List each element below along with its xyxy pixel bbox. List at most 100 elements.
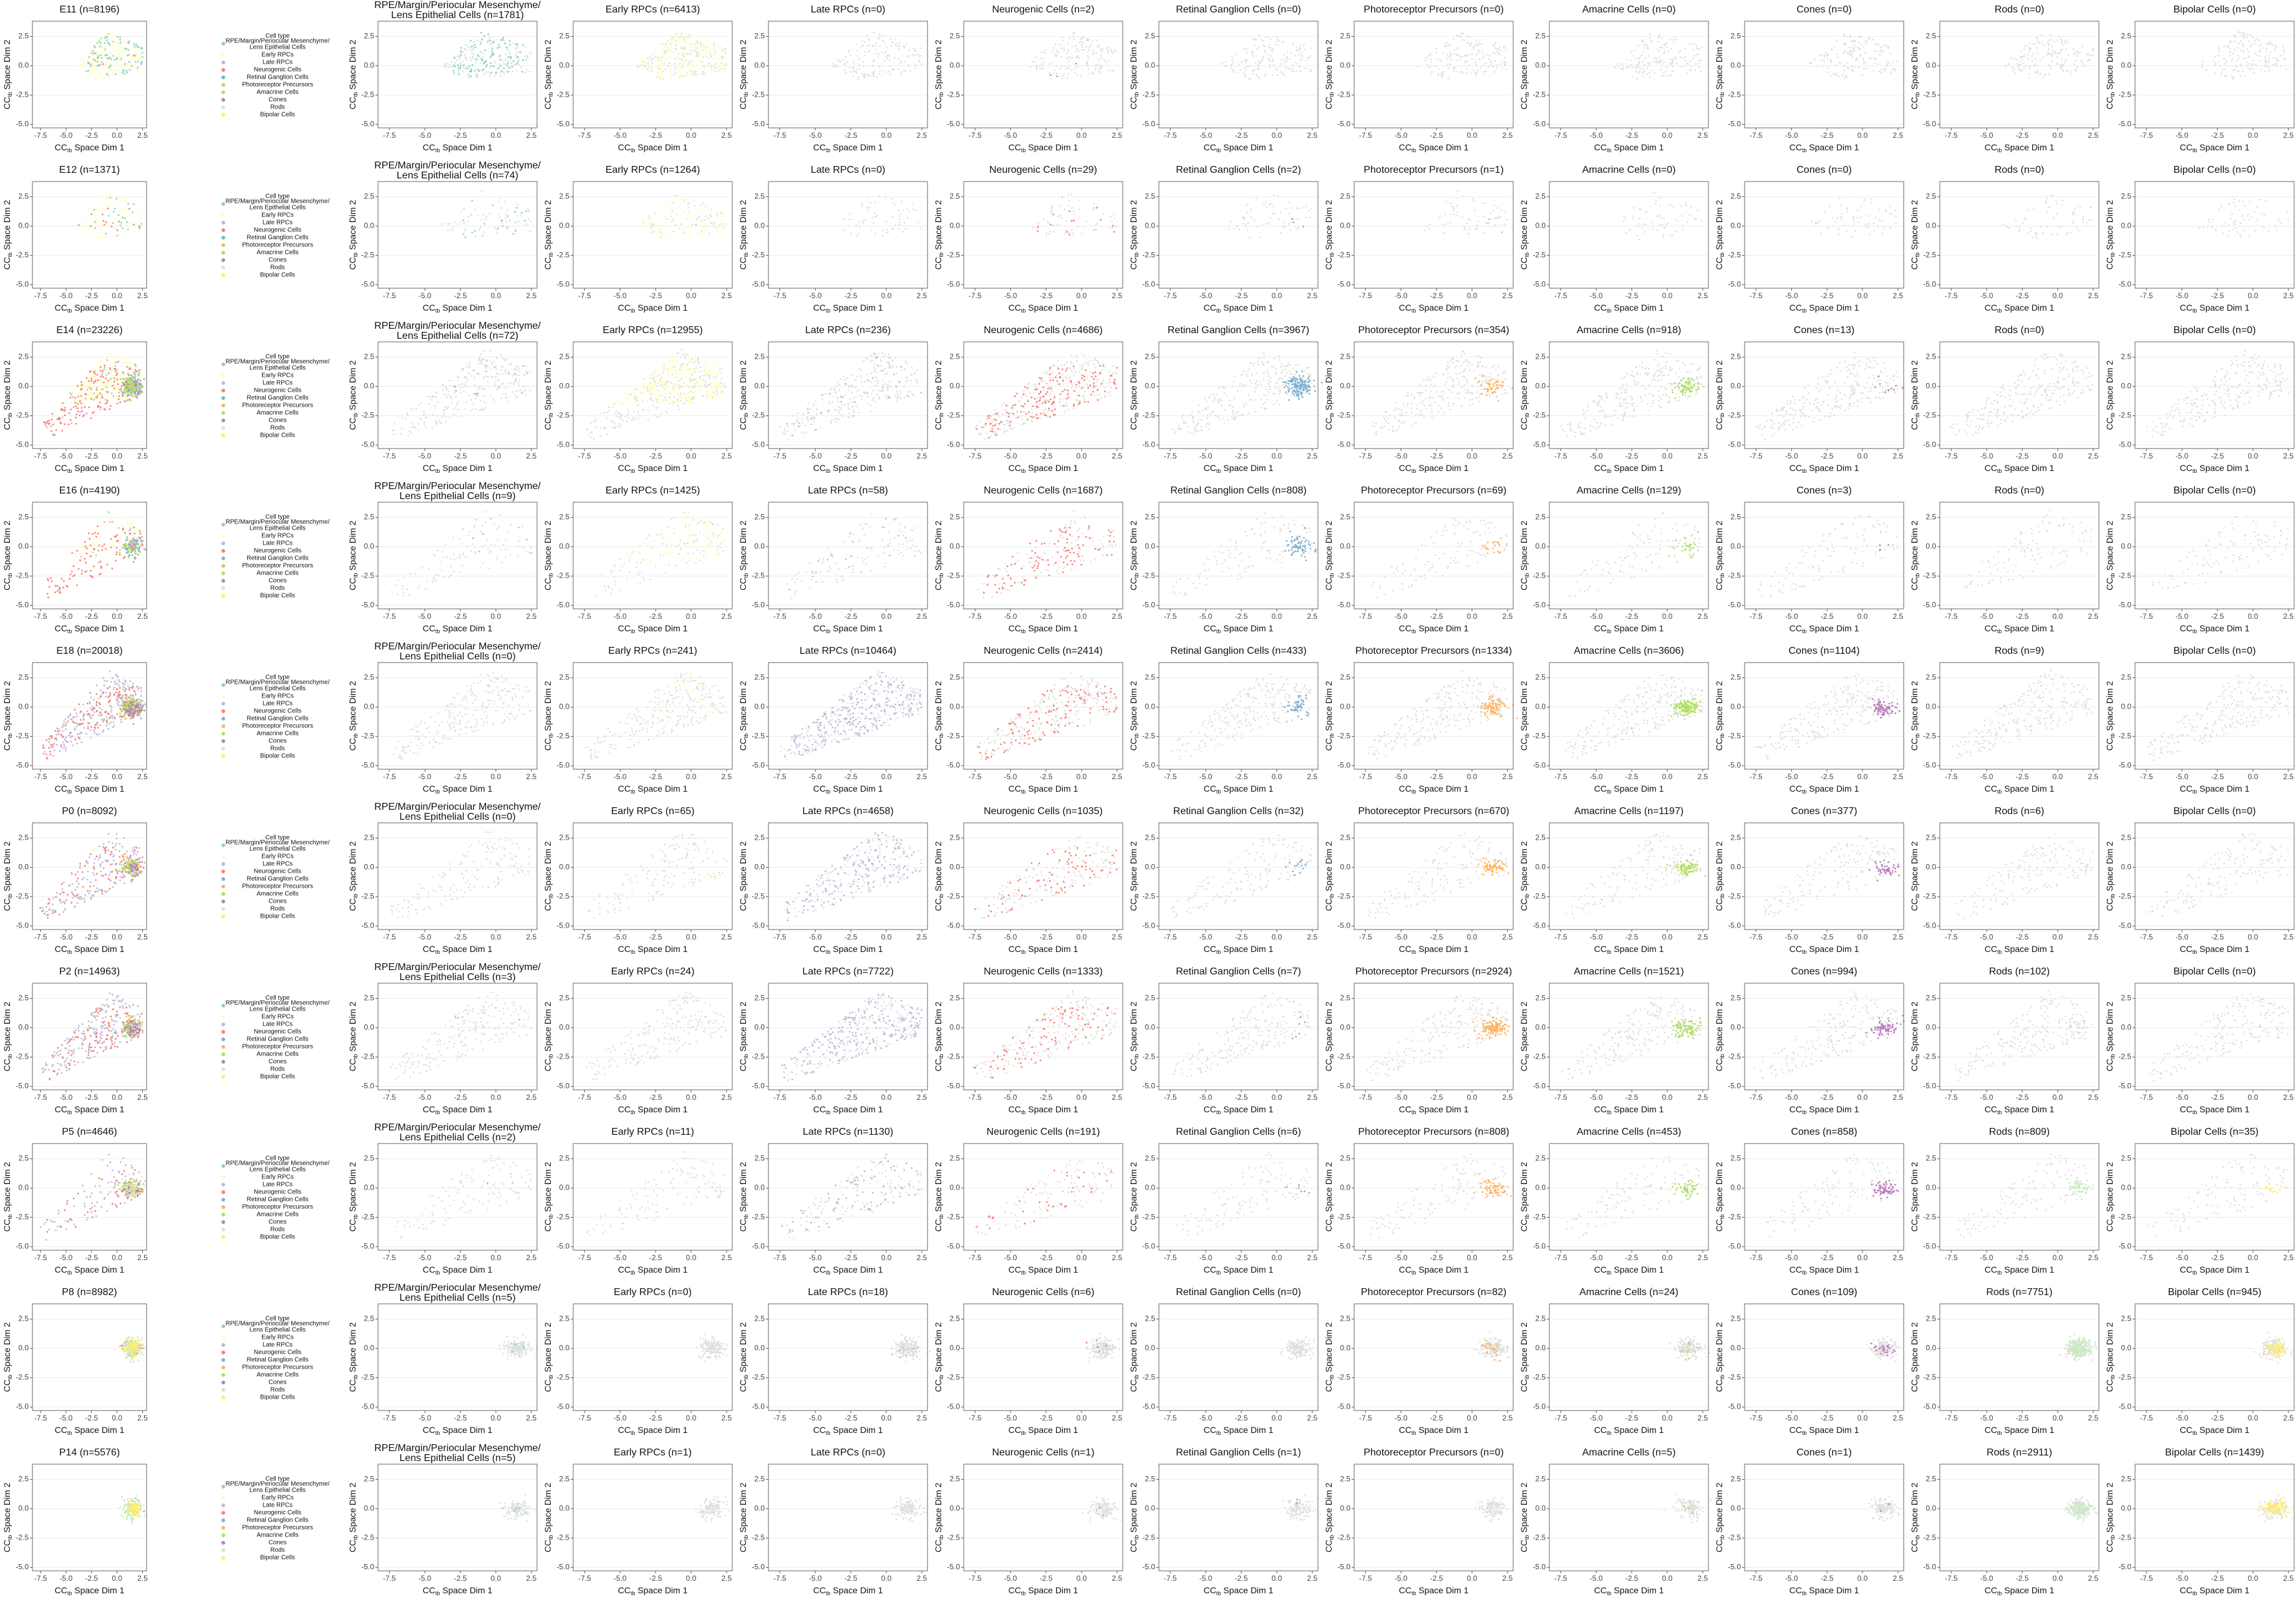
dot	[1095, 65, 1097, 67]
x-tick-label: -2.5	[454, 131, 467, 140]
dot	[475, 58, 477, 60]
dot	[853, 67, 855, 69]
dot	[84, 62, 85, 64]
dot	[719, 69, 720, 70]
dot	[457, 64, 459, 66]
dot	[695, 64, 697, 66]
dot	[700, 42, 702, 44]
dot	[529, 51, 531, 53]
dot	[700, 46, 702, 48]
x-axis-label: CCtb Space Dim 1	[813, 142, 883, 154]
dot	[709, 64, 710, 66]
dot	[639, 64, 641, 66]
dot	[704, 73, 705, 75]
dot	[109, 75, 111, 77]
dot	[525, 46, 527, 48]
dot	[674, 72, 676, 74]
dot	[490, 66, 492, 67]
dot	[872, 46, 874, 47]
dot	[1100, 67, 1102, 69]
dot	[697, 54, 699, 56]
dot	[463, 64, 465, 66]
dot	[679, 53, 681, 55]
dot	[702, 49, 704, 51]
dot	[694, 72, 696, 74]
dot	[713, 66, 715, 67]
dot	[490, 43, 492, 45]
dot	[493, 42, 495, 44]
x-tick-label: 0.0	[491, 131, 501, 140]
dot	[506, 47, 508, 49]
dot	[651, 59, 653, 61]
dot	[502, 39, 504, 41]
dot	[656, 67, 657, 69]
dot	[503, 62, 505, 64]
x-tick-label: 0.0	[112, 131, 122, 140]
dot	[119, 70, 120, 72]
cell-type-panel: Late RPCs (n=0)-5.0-2.50.02.5-7.5 -5.0 -2.…	[738, 4, 928, 153]
dot	[833, 63, 835, 65]
dot	[647, 64, 649, 66]
dot	[529, 71, 531, 73]
dot	[660, 59, 662, 61]
dot	[651, 70, 653, 72]
dot	[483, 63, 485, 65]
dot	[482, 40, 483, 42]
dot	[458, 71, 460, 73]
dot	[714, 42, 715, 44]
dot	[493, 66, 495, 67]
dot	[704, 54, 706, 56]
dot	[722, 62, 724, 64]
dot	[117, 49, 119, 51]
dot	[460, 67, 462, 69]
dot	[141, 61, 143, 63]
dot	[83, 67, 85, 69]
cell-type-panel: Neurogenic Cells (n=2)-5.0-2.50.02.5-7.5…	[933, 4, 1123, 153]
dot	[104, 49, 106, 51]
dot	[505, 58, 507, 60]
dot	[453, 64, 455, 66]
dot	[109, 57, 111, 59]
dot	[878, 56, 879, 57]
y-axis-label: CCtb Space Dim 2	[347, 39, 359, 109]
dot	[863, 73, 865, 75]
dot	[480, 32, 482, 34]
legend-marker	[221, 61, 225, 64]
x-axis-label: CCtb Space Dim 1	[1009, 142, 1078, 154]
dot	[501, 64, 503, 66]
dot	[649, 60, 651, 62]
dot	[480, 62, 482, 64]
dot	[487, 71, 489, 73]
dot	[670, 39, 672, 41]
dot	[507, 71, 509, 73]
dot	[489, 57, 491, 59]
x-tick-label: -7.5	[578, 131, 591, 140]
dot	[508, 67, 510, 69]
dot	[850, 71, 851, 73]
dot	[497, 68, 499, 70]
dot	[107, 61, 109, 62]
panel-title: RPE/Margin/Periocular Mesenchyme/	[374, 0, 541, 11]
dot	[704, 43, 705, 45]
dot	[448, 64, 450, 66]
dot	[865, 75, 866, 77]
dot	[131, 65, 133, 67]
legend-label: Early RPCs	[261, 52, 294, 59]
dot	[666, 46, 668, 47]
y-tick-label: 2.5	[18, 32, 29, 41]
legend-label: Photoreceptor Precursors	[242, 82, 313, 89]
dot	[661, 61, 663, 62]
dot	[505, 42, 506, 44]
dot	[1077, 74, 1078, 76]
dot	[452, 66, 454, 67]
dot	[97, 66, 99, 67]
dot	[664, 62, 666, 64]
dot	[470, 70, 472, 72]
dot	[459, 59, 461, 61]
y-tick-label: -5.0	[752, 120, 765, 129]
dot	[710, 66, 712, 67]
background-points	[833, 31, 923, 80]
dot	[510, 57, 511, 59]
dot	[873, 32, 875, 34]
legend-label: Late RPCs	[263, 59, 293, 66]
